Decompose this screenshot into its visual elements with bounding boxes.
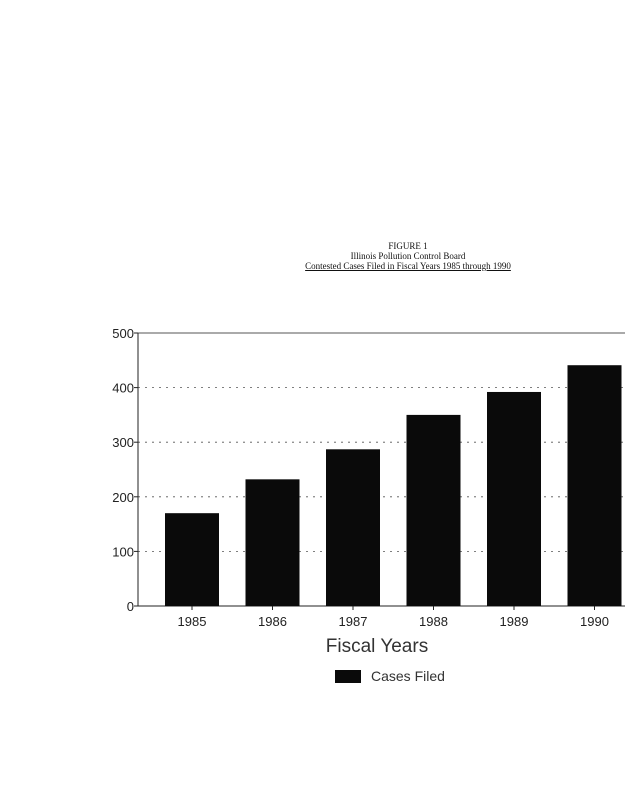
x-tick-label: 1989 [500, 614, 529, 629]
bar [567, 365, 622, 606]
bar [326, 449, 380, 606]
axes [134, 332, 625, 610]
figure-label: FIGURE 1 [388, 241, 428, 251]
legend: Cases Filed [335, 668, 445, 684]
y-tick-label: 200 [112, 490, 134, 505]
y-tick-label: 300 [112, 435, 134, 450]
y-tick-label: 400 [112, 381, 134, 396]
x-tick-label: 1986 [258, 614, 287, 629]
x-tick-label: 1988 [419, 614, 448, 629]
grid-lines [138, 332, 625, 552]
y-tick-label: 500 [112, 326, 134, 341]
y-tick-labels: 0 100 200 300 400 500 [112, 326, 134, 614]
bar [165, 513, 219, 606]
legend-label: Cases Filed [371, 668, 445, 684]
bars [165, 365, 622, 606]
y-tick-label: 0 [127, 599, 134, 614]
figure-title: Illinois Pollution Control Board [350, 251, 466, 261]
legend-swatch [335, 669, 361, 683]
x-tick-label: 1990 [580, 614, 609, 629]
x-axis-label: Fiscal Years [326, 636, 428, 657]
y-tick-label: 100 [112, 544, 134, 559]
x-tick-label: 1985 [178, 614, 207, 629]
figure-header: FIGURE 1 Illinois Pollution Control Boar… [258, 241, 558, 271]
bar [245, 479, 300, 606]
x-tick-labels: 1985 1986 1987 1988 1989 1990 [178, 614, 609, 629]
figure-subtitle: Contested Cases Filed in Fiscal Years 19… [305, 261, 511, 271]
x-tick-label: 1987 [339, 614, 368, 629]
bar [487, 391, 541, 606]
bar [406, 414, 461, 606]
